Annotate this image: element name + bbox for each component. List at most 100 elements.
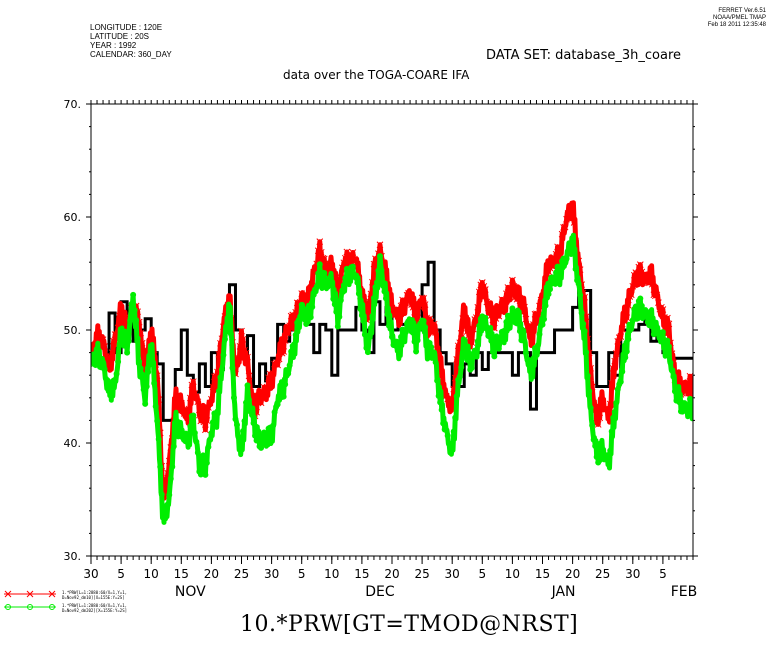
- metadata-block: LONGITUDE : 120E LATITUDE : 20S YEAR : 1…: [90, 23, 172, 59]
- series-point-x: [418, 294, 426, 302]
- series-point-o: [592, 443, 599, 450]
- series-point-x: [239, 335, 247, 343]
- legend-marker-x: [4, 590, 12, 598]
- series-point-o: [610, 414, 617, 421]
- x-tick-label: 10: [324, 567, 339, 581]
- ferret-org: NOAA/PMEL TMAP: [712, 15, 766, 21]
- series-point-x: [317, 248, 325, 256]
- series-point-o: [276, 396, 283, 403]
- series-point-o: [337, 297, 344, 304]
- series-point-o: [136, 358, 143, 365]
- series-point-x: [111, 331, 119, 338]
- series-point-o: [452, 414, 459, 421]
- series-point-x: [280, 348, 287, 355]
- series-point-o: [336, 313, 343, 320]
- series-point-x: [501, 297, 509, 305]
- series-point-o: [169, 463, 176, 470]
- series-point-x: [194, 398, 202, 406]
- series-point-x: [463, 328, 471, 335]
- series-point-o: [310, 291, 317, 298]
- series-point-o: [542, 302, 549, 309]
- meta-latitude: LATITUDE : 20S: [90, 32, 149, 41]
- y-tick-label: 70.: [64, 98, 82, 111]
- ferret-version: FERRET Ver.6.51: [718, 8, 766, 14]
- series-point-o: [688, 399, 693, 406]
- series-point-x: [284, 329, 292, 337]
- series-point-x: [116, 312, 123, 320]
- x-tick-label: 5: [117, 567, 125, 581]
- series-point-o: [470, 354, 477, 361]
- series-point-x: [525, 322, 533, 330]
- series-point-x: [397, 302, 405, 310]
- series-point-x: [686, 372, 693, 380]
- series-point-o: [226, 305, 233, 312]
- series-point-o: [203, 459, 210, 466]
- series-point-o: [309, 304, 316, 311]
- series-point-x: [611, 357, 619, 365]
- series-point-x: [203, 417, 211, 424]
- series-point-o: [291, 341, 298, 348]
- series-point-o: [346, 268, 353, 275]
- ferret-version-block: FERRET Ver.6.51 NOAA/PMEL TMAP Feb 18 20…: [646, 8, 766, 29]
- series-point-o: [547, 286, 554, 293]
- series-point-o: [515, 318, 522, 325]
- series-point-o: [157, 463, 164, 470]
- series-point-o: [560, 255, 567, 262]
- series-point-o: [155, 436, 162, 443]
- x-tick-label: 20: [565, 567, 580, 581]
- series-point-o: [268, 431, 275, 438]
- series-point-o: [578, 309, 585, 316]
- series-point-x: [683, 383, 691, 391]
- series-point-x: [688, 376, 693, 384]
- series-point-o: [458, 364, 465, 371]
- series-point-o: [160, 511, 167, 518]
- x-tick-label: 25: [234, 567, 249, 581]
- series-point-o: [652, 329, 659, 336]
- x-tick-label: 15: [354, 567, 369, 581]
- ferret-timestamp: Feb 18 2011 12:35:48: [707, 22, 766, 28]
- series-point-x: [633, 270, 641, 278]
- series-point-x: [500, 296, 507, 304]
- series-point-x: [283, 329, 291, 337]
- series-point-o: [358, 312, 365, 319]
- series-point-x: [244, 353, 251, 361]
- series-point-o: [218, 366, 225, 373]
- series-point-o: [378, 267, 385, 274]
- series-line: [91, 232, 693, 525]
- series-point-x: [481, 286, 489, 293]
- series-point-x: [530, 321, 537, 328]
- series-point-x: [521, 303, 528, 311]
- series-point-o: [131, 307, 138, 314]
- series-point-x: [469, 325, 477, 333]
- series-point-x: [558, 230, 566, 238]
- series-point-o: [109, 383, 116, 390]
- series-point-o: [223, 328, 230, 335]
- series-point-x: [188, 381, 196, 389]
- series-point-o: [119, 341, 126, 348]
- series-point-x: [205, 404, 212, 411]
- series-point-o: [91, 360, 98, 367]
- x-tick-label: 5: [478, 567, 486, 581]
- series-point-x: [405, 289, 412, 297]
- series-point-x: [173, 402, 181, 410]
- series-point-o: [459, 349, 466, 356]
- series-point-o: [133, 317, 140, 324]
- y-tick-label: 60.: [64, 211, 82, 224]
- series-point-x: [430, 320, 438, 328]
- series-point-o: [583, 349, 590, 356]
- series-point-o: [468, 364, 475, 371]
- series-point-o: [562, 259, 569, 266]
- series-point-x: [457, 330, 465, 337]
- series-point-o: [100, 359, 107, 366]
- series-point-x: [320, 255, 328, 263]
- series-point-o: [137, 365, 144, 372]
- series-point-x: [257, 399, 265, 407]
- series-point-x: [242, 349, 250, 357]
- series-point-o: [665, 343, 672, 350]
- series-point-o: [411, 338, 418, 345]
- series-point-x: [689, 383, 693, 390]
- series-point-o: [289, 342, 296, 349]
- series-point-o: [331, 301, 338, 308]
- series-point-x: [420, 295, 427, 302]
- series-point-o: [158, 491, 165, 498]
